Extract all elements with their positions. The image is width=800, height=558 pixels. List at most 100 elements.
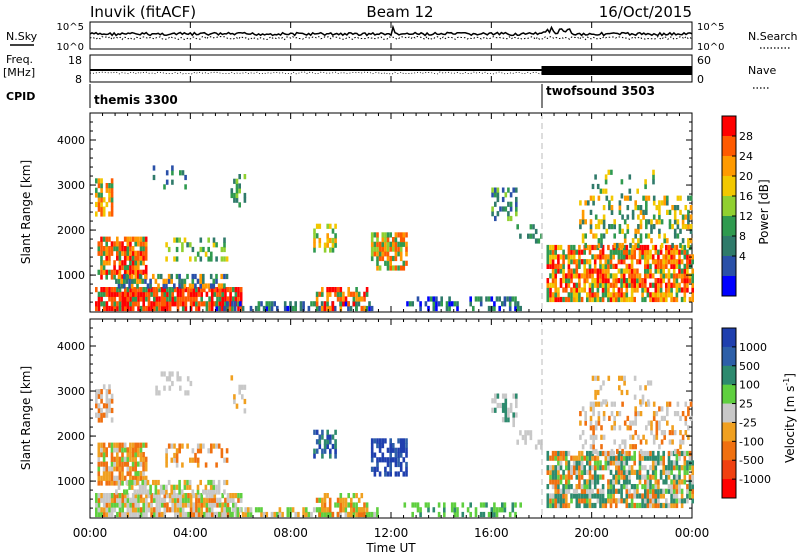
power-cell	[131, 291, 135, 297]
power-cell	[641, 244, 644, 251]
power-cell	[126, 241, 130, 247]
velocity-cell	[629, 420, 632, 426]
power-cell	[344, 296, 348, 302]
velocity-cell	[453, 507, 457, 513]
velocity-cell	[496, 393, 500, 399]
velocity-colorbar-swatch	[722, 328, 736, 348]
power-cell	[672, 268, 676, 274]
velocity-cell	[567, 465, 571, 471]
velocity-cell	[549, 479, 552, 485]
power-cell	[158, 296, 161, 302]
velocity-cell	[654, 493, 658, 499]
velocity-cell	[108, 493, 111, 499]
power-cell	[667, 278, 671, 284]
velocity-cell	[562, 484, 565, 490]
velocity-cell	[189, 497, 193, 503]
power-cell	[386, 255, 390, 262]
velocity-cell	[628, 474, 631, 480]
velocity-cell	[370, 511, 374, 518]
velocity-cell	[213, 493, 217, 499]
velocity-cell	[212, 443, 216, 449]
power-cell	[608, 205, 611, 211]
power-cell	[519, 233, 522, 239]
power-cell	[158, 287, 161, 293]
velocity-cell	[307, 511, 311, 518]
velocity-cell	[129, 507, 132, 513]
velocity-cell	[394, 471, 398, 477]
power-cell	[118, 305, 122, 312]
velocity-cell	[199, 443, 203, 449]
power-cell	[123, 278, 126, 284]
power-cell	[213, 291, 217, 297]
velocity-cell	[178, 484, 181, 490]
velocity-cell	[583, 493, 586, 499]
power-cell	[166, 296, 169, 302]
power-cell	[139, 287, 143, 293]
power-cell	[554, 278, 557, 284]
power-cell	[546, 254, 550, 260]
velocity-cell	[134, 475, 137, 481]
velocity-cell	[678, 484, 681, 490]
power-cell	[100, 236, 103, 242]
velocity-cell	[397, 461, 400, 468]
power-cell	[150, 301, 153, 307]
velocity-cell	[139, 461, 143, 467]
velocity-cell	[546, 502, 550, 509]
power-cell	[171, 301, 174, 307]
velocity-cell	[652, 434, 656, 440]
velocity-cell	[658, 406, 661, 412]
power-cell	[578, 273, 581, 279]
power-cell	[110, 241, 114, 247]
velocity-cell	[593, 465, 597, 471]
velocity-cell	[399, 447, 403, 453]
velocity-cell	[192, 493, 196, 499]
velocity-cell	[524, 434, 527, 441]
velocity-cell	[546, 455, 550, 461]
velocity-cell	[189, 502, 193, 508]
power-cell	[160, 305, 164, 312]
velocity-cell	[453, 502, 457, 508]
velocity-colorbar-tick-label: 25	[739, 398, 753, 411]
velocity-cell	[213, 511, 217, 518]
velocity-cell	[596, 450, 600, 457]
velocity-cell	[357, 497, 361, 503]
power-cell	[607, 169, 611, 175]
power-cell	[604, 282, 608, 288]
power-cell	[195, 301, 198, 307]
velocity-cell	[389, 461, 392, 468]
velocity-cell	[610, 425, 614, 431]
velocity-cell	[620, 455, 623, 461]
velocity-cell	[578, 479, 581, 485]
power-cell	[652, 200, 656, 206]
velocity-cell	[456, 507, 459, 513]
velocity-cell	[625, 502, 629, 509]
power-cell	[570, 273, 573, 279]
power-cell	[501, 206, 505, 212]
velocity-cell	[633, 375, 637, 381]
power-cell	[554, 254, 557, 260]
velocity-cell	[116, 466, 119, 472]
velocity-cell	[174, 511, 177, 518]
power-cell	[607, 263, 610, 269]
power-cell	[326, 305, 329, 312]
power-cell	[629, 242, 632, 249]
velocity-cell	[670, 450, 673, 457]
power-cell	[113, 274, 116, 280]
velocity-cell	[583, 484, 586, 490]
velocity-cell	[102, 403, 106, 409]
velocity-cell	[97, 493, 101, 499]
velocity-cell	[559, 502, 563, 509]
velocity-cell	[588, 474, 592, 480]
velocity-cell	[638, 479, 642, 485]
power-cell	[138, 278, 142, 284]
velocity-cell	[181, 462, 184, 468]
power-cell	[170, 273, 173, 280]
power-cell	[621, 214, 624, 220]
power-cell	[618, 242, 622, 249]
velocity-cell	[102, 493, 106, 499]
power-cell	[607, 259, 610, 265]
velocity-cell	[654, 469, 658, 475]
velocity-cell	[176, 376, 179, 382]
power-cell	[323, 301, 327, 307]
power-cell	[588, 287, 592, 293]
